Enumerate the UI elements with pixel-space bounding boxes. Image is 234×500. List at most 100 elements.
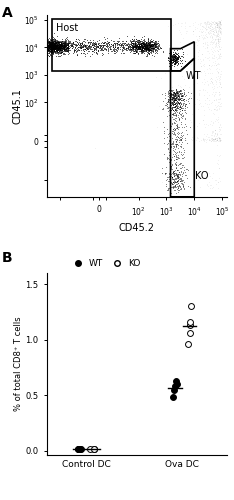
Point	[213, 23, 217, 31]
Point	[106, 44, 110, 52]
Point	[83, 40, 87, 48]
Point	[136, 38, 139, 46]
Point	[217, 82, 220, 90]
Point	[149, 47, 153, 55]
Point	[75, 41, 79, 49]
Point	[215, 102, 218, 110]
Point	[173, 52, 177, 60]
Point	[218, 50, 222, 58]
Point	[208, 184, 212, 192]
Point	[44, 38, 47, 46]
Point	[149, 40, 153, 48]
Point	[133, 45, 137, 53]
Point	[180, 90, 184, 98]
Point	[64, 40, 67, 48]
Point	[169, 165, 172, 173]
Point	[151, 40, 155, 48]
Point	[143, 40, 146, 48]
Point	[172, 54, 176, 62]
Point	[77, 44, 80, 52]
Point	[47, 42, 51, 50]
Point	[47, 34, 50, 42]
Point	[92, 44, 96, 52]
Point	[77, 445, 81, 453]
Point	[48, 36, 52, 44]
Point	[80, 42, 84, 50]
Point	[212, 30, 216, 38]
Point	[59, 50, 62, 58]
Point	[44, 38, 47, 46]
Point	[88, 40, 92, 48]
Point	[218, 102, 222, 110]
Point	[145, 46, 149, 54]
Point	[139, 48, 143, 56]
Point	[163, 139, 166, 147]
Point	[174, 111, 178, 119]
Point	[165, 164, 168, 172]
Point	[128, 48, 132, 56]
Point	[176, 94, 179, 102]
Point	[219, 24, 223, 32]
Point	[150, 42, 154, 50]
Point	[51, 43, 55, 51]
Point	[174, 91, 178, 99]
Point	[170, 86, 174, 94]
Point	[73, 42, 77, 50]
Point	[185, 90, 188, 98]
Point	[200, 20, 203, 28]
Point	[174, 141, 177, 149]
Point	[141, 41, 145, 49]
Point	[81, 42, 85, 50]
Point	[50, 42, 54, 50]
Point	[52, 40, 55, 48]
Point	[94, 39, 97, 47]
Point	[184, 171, 188, 179]
Point	[49, 40, 53, 48]
Point	[174, 106, 178, 114]
Point	[148, 39, 152, 47]
Point	[72, 40, 76, 48]
Point	[142, 34, 146, 42]
Point	[134, 44, 138, 52]
Point	[147, 49, 151, 57]
Point	[146, 38, 150, 46]
Point	[48, 40, 52, 48]
Point	[57, 42, 61, 50]
Point	[75, 38, 79, 46]
Point	[147, 44, 151, 52]
Point	[45, 40, 49, 48]
Point	[176, 124, 179, 132]
Point	[170, 100, 173, 108]
Point	[62, 50, 66, 58]
Point	[52, 38, 56, 46]
Point	[55, 44, 58, 52]
Point	[154, 40, 158, 48]
Point	[198, 182, 202, 190]
Point	[213, 134, 216, 142]
Point	[57, 48, 61, 56]
Point	[173, 105, 177, 113]
Point	[52, 46, 56, 54]
Point	[54, 38, 57, 46]
Point	[44, 44, 48, 52]
Point	[214, 60, 218, 68]
Point	[180, 106, 184, 114]
Point	[112, 48, 116, 56]
Point	[143, 45, 147, 53]
Point	[51, 50, 54, 58]
Point	[55, 41, 58, 49]
Point	[44, 45, 48, 53]
Point	[60, 40, 64, 48]
Point	[139, 36, 143, 44]
Point	[212, 183, 215, 191]
Point	[47, 42, 51, 50]
Point	[170, 183, 174, 191]
Point	[174, 86, 178, 94]
Point	[72, 48, 76, 56]
Point	[209, 180, 213, 188]
Point	[174, 96, 178, 104]
Point	[41, 38, 44, 46]
Point	[176, 160, 180, 168]
Point	[89, 45, 92, 53]
Point	[183, 24, 187, 32]
